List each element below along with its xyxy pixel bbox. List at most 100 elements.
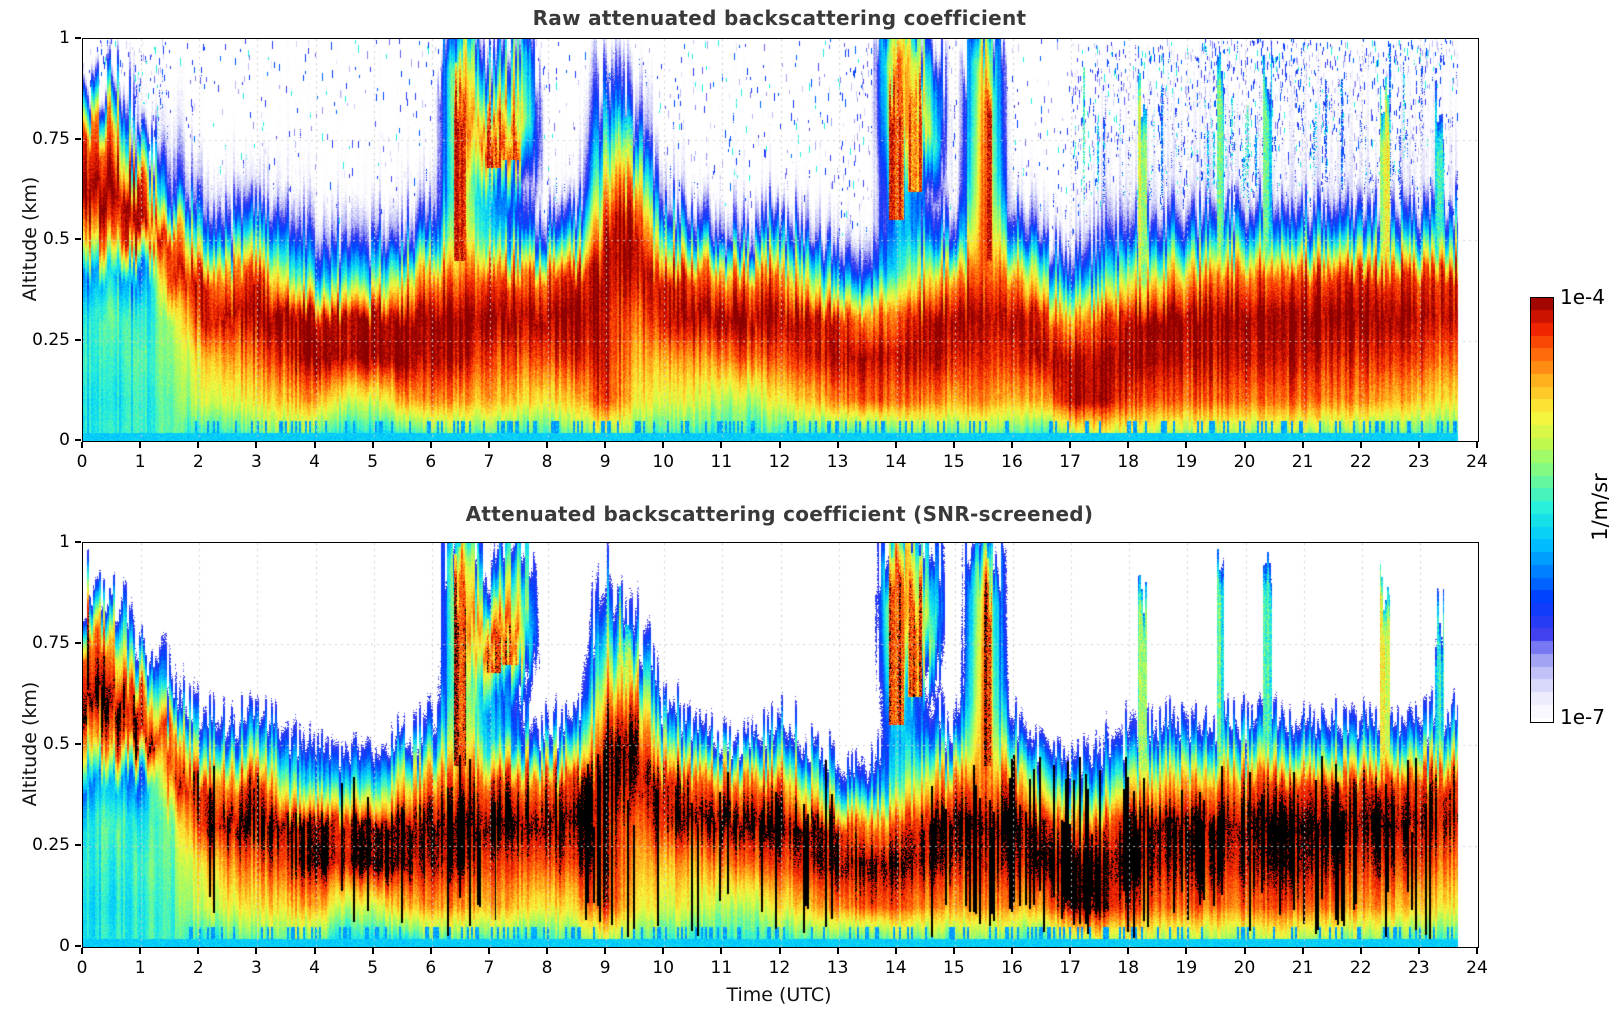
bottom-panel-y-tick	[75, 844, 81, 846]
bottom-panel-x-tick-label: 5	[367, 958, 379, 978]
top-panel-x-tick	[1301, 442, 1304, 448]
top-panel-x-tick-label: 6	[425, 452, 437, 472]
bottom-panel-x-tick	[662, 948, 665, 954]
bottom-panel-x-tick	[429, 948, 432, 954]
top-panel-x-tick-label: 16	[1001, 452, 1023, 472]
bottom-panel-x-tick	[720, 948, 723, 954]
top-panel-x-tick	[1359, 442, 1362, 448]
top-panel-title: Raw attenuated backscattering coefficien…	[532, 6, 1027, 30]
bottom-panel-x-tick-label: 21	[1291, 958, 1314, 978]
bottom-panel-x-tick-label: 4	[309, 958, 320, 978]
top-panel-x-tick	[894, 442, 897, 448]
top-panel-y-tick-label: 0.25	[32, 329, 70, 350]
top-panel-x-tick-label: 21	[1291, 452, 1314, 472]
top-panel-x-tick	[720, 442, 723, 448]
bottom-panel-x-tick-label: 10	[652, 958, 675, 978]
top-panel-x-tick-label: 0	[76, 452, 88, 472]
bottom-panel-x-tick	[487, 948, 490, 954]
top-panel-x-tick	[255, 442, 258, 448]
bottom-panel-x-tick-label: 23	[1408, 958, 1430, 978]
top-panel	[82, 38, 1479, 442]
top-panel-x-tick-label: 3	[250, 452, 262, 472]
bottom-panel-x-tick	[1069, 948, 1072, 954]
bottom-panel-y-tick	[75, 743, 81, 745]
bottom-panel-x-tick	[139, 948, 142, 954]
top-panel-x-tick-label: 20	[1233, 452, 1256, 472]
top-panel-x-tick-label: 7	[483, 452, 495, 472]
bottom-panel-x-tick-label: 17	[1059, 958, 1081, 978]
bottom-panel-x-tick-label: 8	[541, 958, 553, 978]
bottom-panel-x-tick	[1359, 948, 1362, 954]
colorbar	[1530, 297, 1554, 723]
bottom-panel-x-tick-label: 16	[1001, 958, 1023, 978]
bottom-panel-x-tick-label: 1	[134, 958, 146, 978]
top-panel-x-tick	[429, 442, 432, 448]
top-panel-x-tick-label: 22	[1349, 452, 1372, 472]
top-panel-x-tick-label: 12	[768, 452, 791, 472]
top-panel-x-tick	[952, 442, 955, 448]
bottom-panel-x-tick-label: 2	[192, 958, 204, 978]
bottom-panel-x-tick-label: 9	[599, 958, 611, 978]
bottom-panel-x-tick-label: 6	[425, 958, 437, 978]
bottom-panel-x-tick	[1185, 948, 1188, 954]
top-panel-y-tick	[75, 338, 81, 341]
bottom-panel-y-tick-label: 0.25	[32, 835, 70, 855]
top-panel-x-tick	[1243, 442, 1246, 448]
top-panel-heatmap-canvas	[83, 39, 1478, 441]
bottom-panel-x-tick-label: 15	[943, 958, 965, 978]
bottom-panel-x-tick	[1243, 948, 1246, 954]
top-panel-x-tick	[836, 442, 839, 448]
bottom-panel-y-tick-label: 0.75	[32, 633, 70, 653]
top-panel-x-tick-label: 9	[599, 452, 611, 472]
top-panel-x-tick-label: 8	[541, 452, 553, 472]
colorbar-min-label: 1e-7	[1560, 705, 1605, 729]
top-panel-x-tick-label: 24	[1466, 452, 1488, 472]
top-panel-y-axis-label: Altitude (km)	[19, 176, 41, 302]
bottom-panel-x-tick-label: 12	[768, 958, 791, 978]
bottom-panel-x-tick	[894, 948, 897, 954]
bottom-panel-x-tick-label: 3	[250, 958, 262, 978]
top-panel-x-tick-label: 2	[192, 452, 204, 472]
bottom-panel-x-tick	[1127, 948, 1130, 954]
bottom-panel-x-tick-label: 19	[1175, 958, 1198, 978]
bottom-panel-x-tick	[81, 948, 83, 954]
bottom-panel-y-axis-label: Altitude (km)	[19, 681, 41, 807]
bottom-panel-x-tick	[546, 948, 548, 954]
bottom-panel-x-tick	[1011, 948, 1013, 954]
bottom-panel-x-tick-label: 20	[1233, 958, 1256, 978]
bottom-panel-x-tick-label: 18	[1117, 958, 1140, 978]
x-axis-label: Time (UTC)	[726, 984, 832, 1006]
bottom-panel-y-tick-label: 0.5	[42, 734, 70, 754]
top-panel-x-tick	[313, 442, 316, 448]
bottom-panel-y-tick	[75, 945, 81, 947]
top-panel-x-tick	[1417, 442, 1420, 448]
bottom-panel-x-tick	[1417, 948, 1420, 954]
bottom-panel-x-tick	[1301, 948, 1304, 954]
top-panel-x-tick-label: 5	[367, 452, 379, 472]
top-panel-x-tick	[1476, 442, 1478, 448]
top-panel-x-tick	[197, 442, 200, 448]
bottom-panel-heatmap-canvas	[83, 543, 1478, 947]
top-panel-x-tick	[662, 442, 665, 448]
bottom-panel-x-tick-label: 14	[884, 958, 907, 978]
top-panel-y-tick	[75, 238, 81, 240]
bottom-panel-x-tick-label: 13	[826, 958, 849, 978]
bottom-panel-x-tick	[197, 948, 200, 954]
bottom-panel-title: Attenuated backscattering coefficient (S…	[465, 502, 1094, 526]
top-panel-y-tick-label: 0.75	[32, 128, 70, 149]
top-panel-x-tick	[778, 442, 781, 448]
top-panel-x-tick	[546, 442, 548, 448]
top-panel-x-tick-label: 15	[943, 452, 965, 472]
colorbar-canvas	[1531, 298, 1553, 718]
top-panel-x-tick-label: 1	[134, 452, 146, 472]
top-panel-x-tick-label: 13	[826, 452, 849, 472]
bottom-panel-x-tick	[313, 948, 316, 954]
bottom-panel-y-tick-label: 0	[59, 936, 70, 956]
top-panel-x-tick	[1127, 442, 1130, 448]
bottom-panel-x-tick	[604, 948, 607, 954]
bottom-panel-x-tick	[255, 948, 258, 954]
top-panel-x-tick-label: 11	[710, 452, 733, 472]
top-panel-x-tick-label: 18	[1117, 452, 1140, 472]
top-panel-x-tick	[371, 442, 374, 448]
